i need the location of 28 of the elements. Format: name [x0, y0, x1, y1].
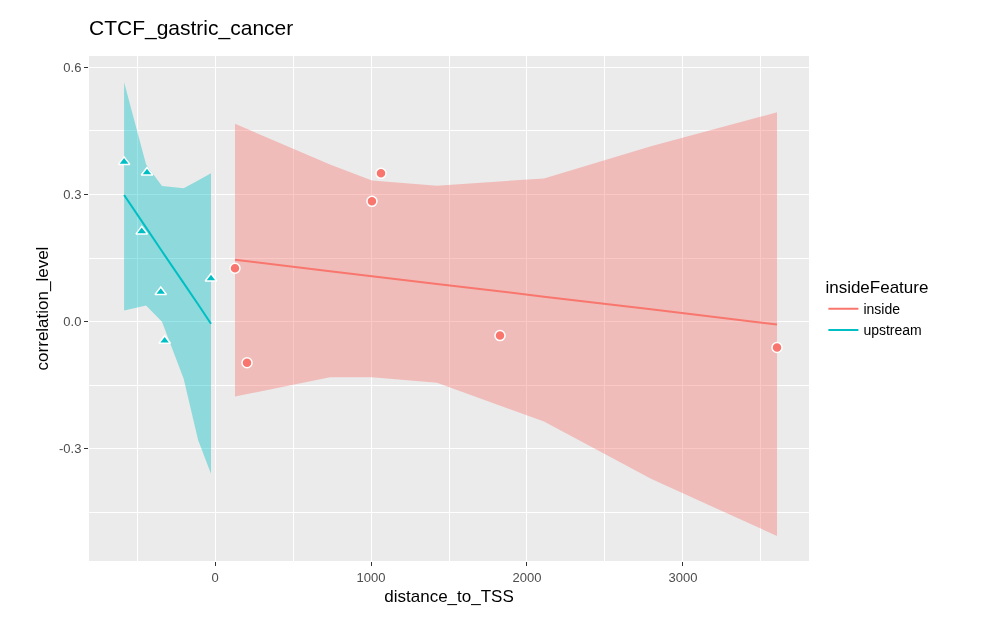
y-tick-label: 0.0: [63, 314, 82, 330]
x-tick-label: 3000: [668, 569, 698, 585]
line-series: [123, 193, 212, 325]
point: [229, 262, 241, 274]
x-tick-label: 2000: [512, 569, 542, 585]
point: [375, 167, 387, 180]
point: [494, 329, 506, 342]
point: [158, 334, 172, 344]
legend-title: insideFeature: [825, 278, 929, 298]
point: [204, 272, 218, 282]
point: [117, 156, 131, 166]
y-tick-label: -0.3: [58, 441, 82, 457]
legend-label: inside: [863, 301, 901, 318]
y-axis-title: correlation_level: [32, 246, 52, 371]
line-series: [234, 258, 779, 326]
point: [154, 286, 168, 296]
chart-title: CTCF_gastric_cancer: [89, 16, 294, 41]
point: [140, 166, 154, 176]
x-axis-title: distance_to_TSS: [384, 587, 514, 606]
y-tick-label: 0.3: [63, 187, 82, 203]
point: [135, 225, 149, 235]
x-tick-label: 1000: [356, 569, 386, 585]
legend-label: upstream: [863, 322, 922, 339]
point: [241, 356, 253, 369]
point: [366, 195, 378, 208]
y-tick-label: 0.6: [63, 59, 82, 75]
point: [771, 341, 783, 354]
x-tick-label: 0: [211, 569, 219, 585]
